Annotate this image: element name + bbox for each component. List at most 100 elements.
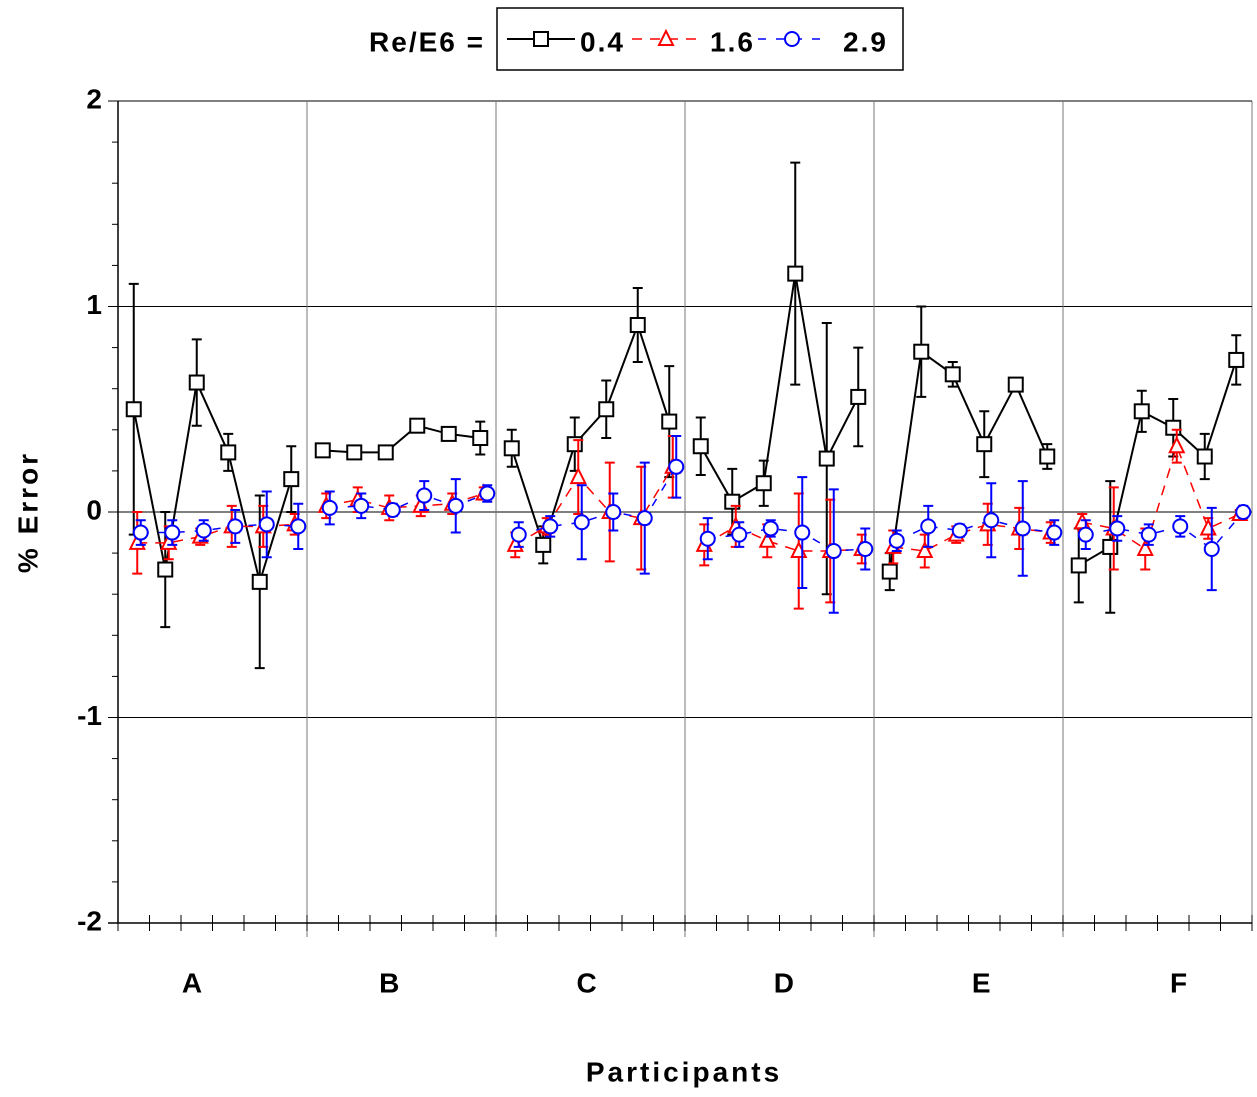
marker-triangle	[569, 466, 587, 485]
x-group-label: A	[182, 967, 202, 998]
marker-square	[1039, 448, 1056, 465]
marker-triangle	[1199, 518, 1217, 536]
marker-circle	[605, 504, 622, 520]
marker-circle	[668, 458, 685, 475]
series-line	[707, 527, 866, 552]
marker-circle	[164, 524, 181, 541]
marker-square	[944, 366, 961, 383]
marker-circle	[195, 522, 212, 539]
marker-square	[629, 316, 646, 333]
marker-triangle	[1168, 436, 1186, 454]
marker-circle	[920, 518, 937, 535]
marker-circle	[510, 526, 527, 543]
marker-square	[1196, 448, 1213, 465]
series-line	[896, 519, 1055, 542]
marker-circle	[1077, 526, 1094, 543]
marker-circle	[1235, 504, 1252, 520]
x-group-label: D	[774, 967, 794, 998]
marker-square	[1228, 351, 1245, 368]
y-tick-label: -1	[77, 700, 102, 731]
marker-square	[881, 563, 898, 580]
marker-circle	[290, 518, 307, 535]
x-group-label: F	[1170, 967, 1187, 998]
marker-square	[913, 343, 930, 360]
marker-square	[409, 417, 426, 434]
marker-circle	[258, 516, 275, 533]
y-tick-label: -2	[77, 905, 102, 936]
marker-circle	[762, 520, 779, 537]
marker-square	[1070, 557, 1087, 574]
legend-label: 0.4	[580, 26, 625, 57]
marker-square	[346, 444, 363, 461]
marker-square	[251, 573, 268, 590]
marker-circle	[983, 512, 1000, 529]
marker-circle	[132, 524, 149, 541]
marker-circle	[1203, 540, 1220, 557]
marker-triangle	[916, 540, 934, 559]
marker-square	[377, 444, 394, 461]
marker-triangle	[1136, 538, 1154, 556]
marker-square	[157, 561, 174, 578]
marker-circle	[794, 524, 811, 541]
marker-triangle	[657, 28, 675, 46]
series-line	[888, 349, 1049, 572]
marker-square	[220, 444, 237, 461]
series-line	[699, 273, 860, 504]
marker-square	[661, 413, 678, 430]
marker-square	[125, 401, 142, 418]
marker-circle	[227, 518, 244, 535]
marker-square	[787, 265, 804, 282]
series-line	[514, 466, 674, 546]
marker-circle	[636, 510, 653, 527]
marker-circle	[353, 497, 370, 514]
marker-circle	[857, 540, 874, 557]
marker-circle	[825, 543, 842, 560]
legend-title: Re/E6 =	[369, 26, 485, 57]
y-axis-title: % Error	[12, 451, 43, 573]
series-line	[510, 321, 671, 549]
marker-square	[503, 440, 520, 457]
legend-label: 1.6	[710, 26, 755, 57]
marker-circle	[784, 31, 800, 47]
marker-circle	[731, 526, 748, 543]
marker-circle	[699, 530, 716, 547]
marker-circle	[384, 501, 401, 518]
legend-box	[496, 7, 904, 71]
marker-circle	[1140, 526, 1157, 543]
marker-square	[598, 401, 615, 418]
x-group-label: B	[379, 967, 399, 998]
marker-circle	[542, 518, 559, 535]
marker-circle	[1172, 518, 1189, 535]
series-line	[518, 466, 677, 536]
marker-circle	[416, 487, 433, 504]
marker-circle	[951, 522, 968, 539]
marker-square	[283, 471, 300, 488]
marker-square	[1165, 419, 1182, 436]
marker-circle	[1109, 520, 1126, 537]
marker-square	[535, 536, 552, 553]
legend-label: 2.9	[843, 26, 888, 57]
marker-square	[1133, 403, 1150, 420]
marker-square	[314, 442, 331, 459]
marker-square	[692, 438, 709, 455]
x-group-label: C	[576, 967, 596, 998]
marker-circle	[1046, 524, 1063, 541]
marker-square	[1102, 538, 1119, 555]
marker-square	[755, 475, 772, 492]
series-line	[893, 523, 1051, 552]
marker-triangle	[758, 530, 776, 548]
marker-square	[818, 450, 835, 467]
y-tick-label: 0	[86, 494, 102, 525]
marker-circle	[321, 499, 338, 516]
marker-circle	[447, 497, 464, 514]
marker-square	[850, 388, 867, 405]
marker-square	[976, 436, 993, 453]
x-axis-title: Participants	[586, 1056, 782, 1087]
y-tick-label: 1	[86, 289, 102, 320]
marker-circle	[1014, 520, 1031, 537]
marker-square	[472, 430, 489, 447]
marker-circle	[888, 532, 905, 549]
marker-square	[533, 31, 549, 47]
marker-circle	[573, 514, 590, 531]
